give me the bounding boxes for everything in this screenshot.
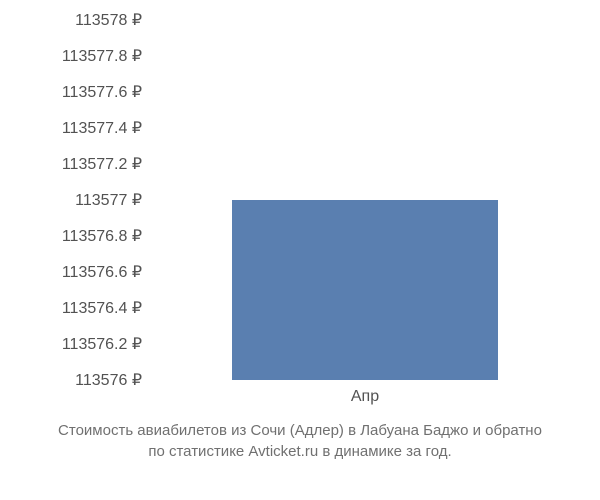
caption-line-1: Стоимость авиабилетов из Сочи (Адлер) в … [0, 420, 600, 441]
x-axis: Апр [150, 388, 580, 418]
x-tick-label: Апр [351, 388, 379, 406]
y-tick-label: 113578 ₽ [75, 10, 142, 30]
y-tick-label: 113577.6 ₽ [62, 82, 142, 102]
y-tick-label: 113576.6 ₽ [62, 262, 142, 282]
caption-line-2: по статистике Avticket.ru в динамике за … [0, 441, 600, 462]
y-tick-label: 113577.8 ₽ [62, 46, 142, 66]
y-tick-label: 113576.8 ₽ [62, 226, 142, 246]
plot-area [150, 20, 580, 380]
chart-caption: Стоимость авиабилетов из Сочи (Адлер) в … [0, 420, 600, 462]
y-axis: 113578 ₽113577.8 ₽113577.6 ₽113577.4 ₽11… [20, 20, 150, 380]
y-tick-label: 113576.4 ₽ [62, 298, 142, 318]
y-tick-label: 113576.2 ₽ [62, 334, 142, 354]
bar [232, 200, 499, 380]
chart-container: 113578 ₽113577.8 ₽113577.6 ₽113577.4 ₽11… [20, 20, 580, 400]
y-tick-label: 113577.2 ₽ [62, 154, 142, 174]
y-tick-label: 113576 ₽ [75, 370, 142, 390]
y-tick-label: 113577 ₽ [75, 190, 142, 210]
y-tick-label: 113577.4 ₽ [62, 118, 142, 138]
